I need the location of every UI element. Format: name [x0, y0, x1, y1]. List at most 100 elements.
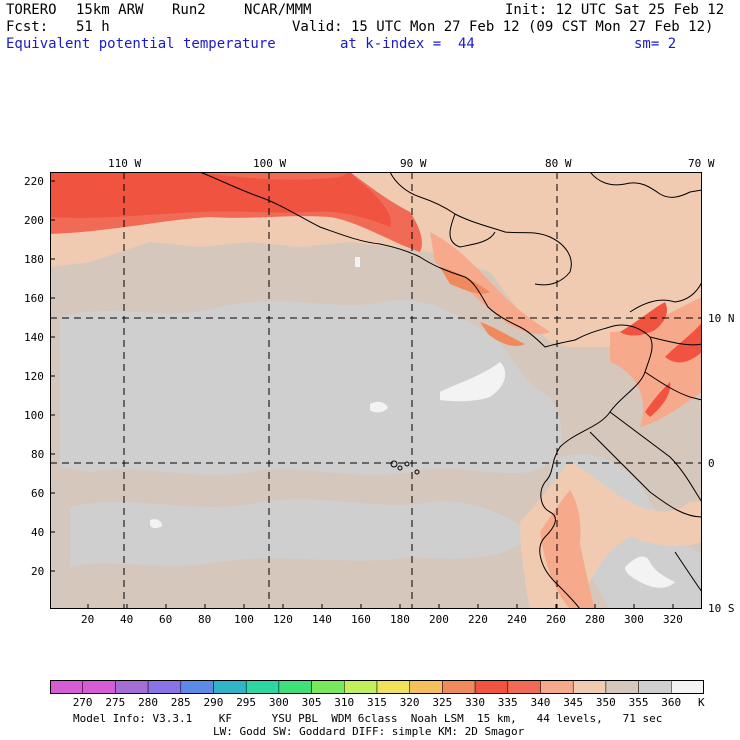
lon-label-100w: 100 W — [253, 157, 287, 170]
x-tick: 100 — [234, 613, 254, 626]
field-330-patch — [620, 302, 667, 336]
y-tick: 60 — [31, 487, 45, 500]
colorbar — [50, 680, 704, 694]
colorbar-cell — [82, 680, 116, 694]
x-tick: 240 — [507, 613, 527, 626]
y-tick: 200 — [24, 214, 44, 227]
colorbar-cell — [311, 680, 345, 694]
colorbar-unit: K — [698, 696, 705, 709]
colorbar-cell — [540, 680, 574, 694]
colorbar-label: 350 — [595, 696, 616, 709]
smoothing-label: sm= 2 — [634, 36, 677, 52]
x-tick: 120 — [273, 613, 293, 626]
colorbar-cell — [572, 680, 607, 694]
lat-label-10n: 10 N — [708, 312, 735, 325]
galapagos-islands — [390, 460, 420, 475]
field-340-patch — [540, 490, 595, 609]
field-360-patch — [440, 362, 506, 402]
init-time: Init: 12 UTC Sat 25 Feb 12 — [505, 2, 725, 18]
field-360-patch — [625, 556, 675, 588]
map-frame — [50, 172, 702, 609]
colorbar-label: 275 — [105, 696, 126, 709]
x-tick: 300 — [624, 613, 644, 626]
lat-label-10s: 10 S — [708, 602, 735, 615]
field-360-patch — [370, 401, 388, 413]
run-label: Run2 — [172, 2, 206, 18]
colorbar-label: 315 — [367, 696, 387, 709]
x-tick: 80 — [198, 613, 212, 626]
y-tick: 120 — [24, 370, 44, 383]
colorbar-cell — [474, 680, 509, 694]
field-325-patch — [480, 322, 525, 346]
physics-info: LW: Godd SW: Goddard DIFF: simple KM: 2D… — [213, 725, 525, 738]
coastlines — [199, 172, 702, 609]
colorbar-cell — [376, 680, 410, 694]
colorbar-cell — [180, 680, 214, 694]
model-name: TORERO — [6, 2, 57, 18]
lat-label-0: 0 — [708, 457, 715, 470]
colorbar-label: 310 — [334, 696, 355, 709]
colorbar-label: 355 — [628, 696, 649, 709]
colorbar-cell — [213, 680, 247, 694]
y-tick: 160 — [24, 292, 44, 305]
colorbar-cell — [507, 680, 541, 694]
lon-label-90w: 90 W — [400, 157, 427, 170]
x-tick: 140 — [312, 613, 332, 626]
x-tick: 280 — [585, 613, 605, 626]
colorbar-label: 325 — [432, 696, 453, 709]
colorbar-label: 270 — [72, 696, 93, 709]
colorbar-cell — [344, 680, 378, 694]
colorbar-cell — [147, 680, 182, 694]
field-360-patch — [150, 519, 162, 529]
y-tick: 140 — [24, 331, 44, 344]
field-360-patch — [355, 257, 360, 267]
colorbar-label: 305 — [301, 696, 322, 709]
field-330-band — [50, 172, 391, 227]
field-325-patch — [440, 267, 490, 294]
colorbar-cell — [442, 680, 476, 694]
x-tick: 320 — [663, 613, 683, 626]
x-tick: 180 — [390, 613, 410, 626]
x-tick: 20 — [81, 613, 95, 626]
colorbar-label: 290 — [203, 696, 224, 709]
colorbar-cell — [115, 680, 149, 694]
org-label: NCAR/MMM — [244, 2, 312, 18]
x-tick: 60 — [159, 613, 173, 626]
x-tick: 160 — [351, 613, 371, 626]
x-tick: 40 — [120, 613, 134, 626]
colorbar-label: 345 — [563, 696, 584, 709]
lon-label-80w: 80 W — [545, 157, 572, 170]
colorbar-label: 335 — [497, 696, 518, 709]
colorbar-label: 300 — [268, 696, 289, 709]
valid-time: Valid: 15 UTC Mon 27 Feb 12 (09 CST Mon … — [292, 19, 714, 35]
model-info: Model Info: V3.3.1 KF YSU PBL WDM 6class… — [73, 712, 663, 725]
field-355-patch — [140, 399, 367, 441]
y-tick: 180 — [24, 253, 44, 266]
lat-lon-grid — [50, 172, 702, 609]
colorbar-label: 320 — [399, 696, 420, 709]
forecast-hour: 51 h — [76, 19, 110, 35]
x-tick: 220 — [468, 613, 488, 626]
level-label: at k-index = 44 — [340, 36, 475, 52]
lon-label-110w: 110 W — [108, 157, 142, 170]
x-tick: 200 — [429, 613, 449, 626]
y-tick: 20 — [31, 565, 45, 578]
y-tick: 220 — [24, 175, 44, 188]
colorbar-cell — [638, 680, 672, 694]
colorbar-cell — [278, 680, 312, 694]
field-name: Equivalent potential temperature — [6, 36, 276, 52]
field-330-patch — [645, 382, 671, 417]
field-340-patch — [430, 232, 550, 334]
y-tick: 40 — [31, 526, 45, 539]
colorbar-label: 295 — [236, 696, 257, 709]
colorbar-cell — [50, 680, 83, 694]
forecast-label: Fcst: — [6, 19, 49, 35]
colorbar-cell — [605, 680, 639, 694]
colorbar-label: 285 — [170, 696, 191, 709]
resolution-label: 15km ARW — [76, 2, 144, 18]
y-tick: 100 — [24, 409, 44, 422]
lon-label-70w: 70 W — [688, 157, 715, 170]
x-tick: 260 — [546, 613, 566, 626]
theta-e-map — [50, 172, 702, 609]
colorbar-cell — [245, 680, 280, 694]
